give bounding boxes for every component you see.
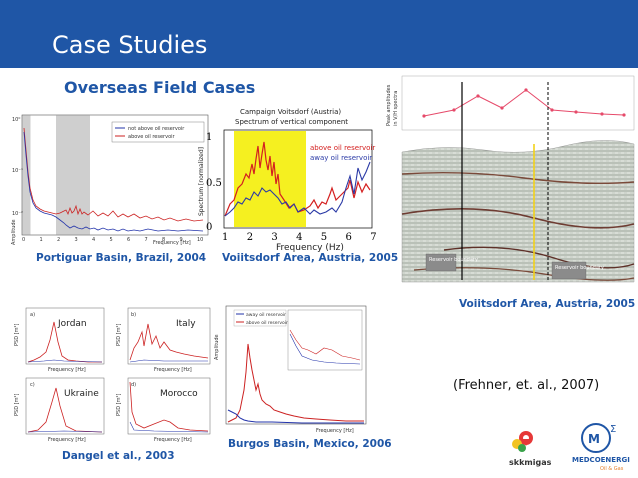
voitsdorf-section-figure: Peak amplitudes in V/H spectra Reservoir… (384, 74, 638, 290)
voitsdorf-spectrum-figure: Campaign Voitsdorf (Austria) Spectrum of… (194, 104, 384, 254)
boundary-label-left: Reservoir boundary (429, 257, 478, 263)
burgos-legend-2: above oil reservoir (246, 320, 288, 326)
voitsdorf-ytick: 0 (206, 222, 212, 233)
brazil-xtick: 1 (40, 237, 43, 243)
voitsdorf-title-2: Spectrum of vertical component (235, 118, 348, 126)
dangel-xlabel: Frequency [Hz] (154, 437, 192, 442)
brazil-xlabel: Frequency [Hz] (153, 240, 191, 246)
voitsdorf-xtick: 4 (296, 232, 302, 243)
brazil-ytick: 10⁻² (12, 211, 23, 217)
voitsdorf-xtick: 3 (271, 232, 277, 243)
shaded-band-left (22, 115, 31, 235)
skkmigas-wordmark: skkmigas (509, 458, 552, 467)
subplot-morocco: Morocco (160, 389, 198, 399)
seismic-section (401, 140, 635, 283)
dangel-xlabel: Frequency [Hz] (48, 437, 86, 442)
svg-text:Σ: Σ (610, 424, 616, 435)
burgos-figure: away oil reservoir above oil reservoir F… (212, 300, 372, 436)
subplot-tag: c) (30, 382, 35, 388)
above-reservoir-curve (224, 141, 371, 217)
burgos-caption: Burgos Basin, Mexico, 2006 (228, 438, 392, 450)
brazil-ytick: 10⁰ (12, 117, 20, 123)
subplot-jordan: Jordan (57, 319, 87, 329)
dangel-xlabel: Frequency [Hz] (154, 367, 192, 373)
medco-subtitle: Oil & Gas (600, 466, 624, 472)
brazil-ytick: 10⁻¹ (12, 168, 23, 174)
slide-title: Case Studies (52, 31, 208, 59)
dangel-caption: Dangel et al., 2003 (62, 450, 175, 462)
brazil-xtick: 5 (110, 237, 113, 243)
title-bar (0, 0, 638, 68)
voitsdorf-section-caption: Voiitsdorf Area, Austria, 2005 (459, 298, 636, 310)
not-above-reservoir-curve (23, 131, 204, 232)
burgos-ylabel: Amplitude (214, 334, 220, 360)
away-reservoir-curve (224, 161, 371, 217)
burgos-above-curve (227, 343, 364, 423)
brazil-xtick: 0 (22, 237, 25, 243)
medco-logo: M Σ (578, 420, 634, 456)
voitsdorf-spectrum-caption: Voiitsdorf Area, Austria, 2005 (222, 252, 399, 264)
above-reservoir-curve (23, 127, 204, 222)
dangel-ylabel: PSD [m²] (14, 324, 20, 346)
voitsdorf-xtick: 5 (321, 232, 327, 243)
voitsdorf-xtick: 2 (247, 232, 253, 243)
dangel-xlabel: Frequency [Hz] (48, 367, 86, 373)
burgos-away-curve (227, 409, 364, 424)
slide-subtitle: Overseas Field Cases (64, 78, 256, 97)
burgos-legend-1: away oil reservoir (246, 312, 286, 318)
brazil-xtick: 7 (145, 237, 148, 243)
brazil-xtick: 8 (162, 237, 165, 243)
subplot-tag: b) (131, 312, 136, 318)
brazil-caption: Portiguar Basin, Brazil, 2004 (36, 252, 207, 264)
voitsdorf-xtick: 6 (346, 232, 352, 243)
skkmigas-logo (504, 424, 560, 466)
brazil-xtick: 9 (180, 237, 183, 243)
section-ylabel-2: in V/H spectra (393, 91, 399, 126)
subplot-italy: Italy (176, 319, 196, 329)
voitsdorf-xtick: 1 (222, 232, 228, 243)
subplot-tag: a) (30, 312, 35, 318)
voitsdorf-title-1: Campaign Voitsdorf (Austria) (240, 108, 341, 116)
brazil-spectrum-figure: not above oil reservoir above oil reserv… (8, 110, 213, 250)
brazil-xtick: 3 (75, 237, 78, 243)
medco-wordmark: MEDCOENERGI (572, 456, 630, 464)
brazil-legend-2: above oil reservoir (128, 134, 176, 140)
svg-text:M: M (588, 432, 600, 446)
dangel-ylabel: PSD [m²] (116, 394, 122, 416)
dangel-ylabel: PSD [m²] (14, 394, 20, 416)
section-ylabel-1: Peak amplitudes (386, 84, 392, 126)
subplot-ukraine: Ukraine (64, 389, 99, 399)
voitsdorf-xtick: 7 (370, 232, 376, 243)
voitsdorf-xlabel: Frequency (Hz) (276, 243, 344, 253)
burgos-xlabel: Frequency [Hz] (316, 428, 354, 434)
voitsdorf-ytick: 1 (206, 132, 212, 143)
brazil-legend-1: not above oil reservoir (128, 126, 185, 132)
brazil-ylabel: Amplitude (11, 219, 17, 245)
brazil-xtick: 4 (92, 237, 95, 243)
voitsdorf-legend-1: above oil reservoir (310, 144, 375, 152)
subplot-tag: d) (131, 382, 136, 388)
citation: (Frehner, et. al., 2007) (453, 378, 600, 393)
brazil-xtick: 2 (57, 237, 60, 243)
shaded-band-mid (56, 115, 90, 235)
voitsdorf-legend-2: away oil reservoir (310, 154, 372, 162)
brazil-xtick: 6 (127, 237, 130, 243)
dangel-figure: a) Jordan b) Italy c) Ukraine d) Morocco… (4, 302, 214, 442)
boundary-label-right: Reservoir boundary (555, 265, 604, 271)
voitsdorf-ytick: 0.5 (206, 178, 222, 189)
dangel-ylabel: PSD [m²] (116, 324, 122, 346)
brazil-xtick: 10 (197, 237, 203, 243)
voitsdorf-ylabel: Spectrum [normalized] (198, 147, 205, 216)
highlight-band (234, 131, 306, 227)
